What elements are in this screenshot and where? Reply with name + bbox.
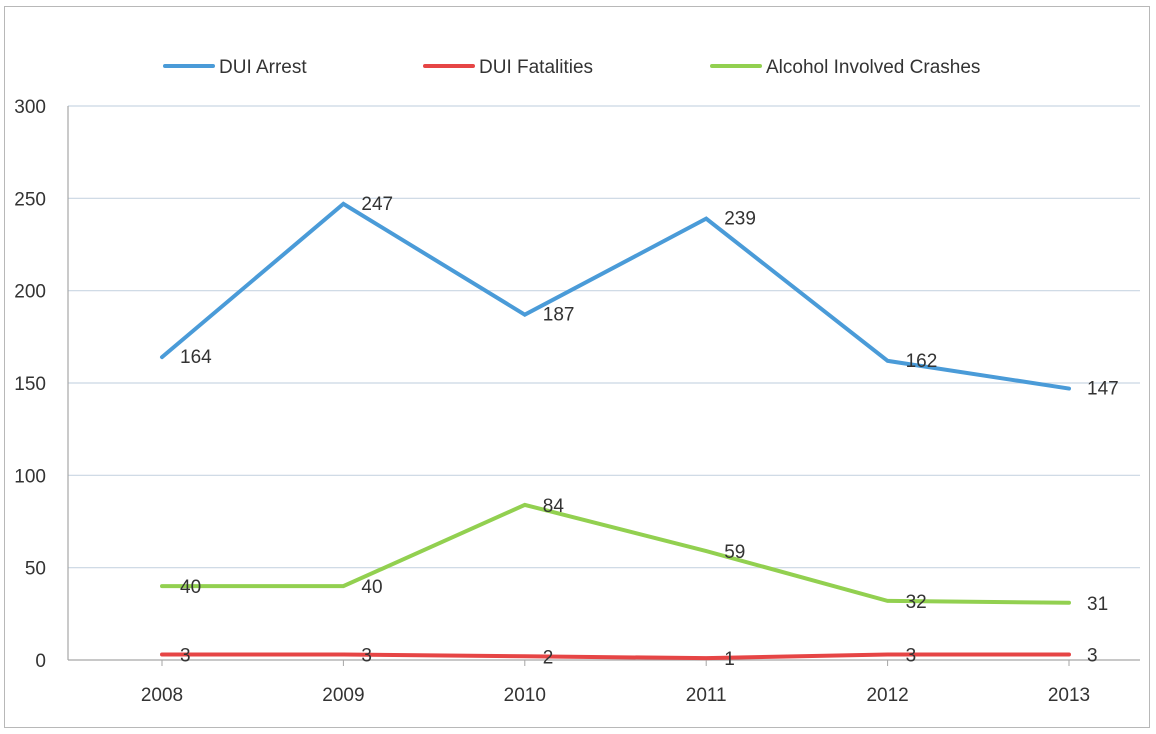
data-point	[1067, 652, 1071, 656]
data-point	[160, 652, 164, 656]
data-label: 162	[906, 351, 938, 372]
data-point	[1067, 387, 1071, 391]
data-label: 31	[1087, 594, 1108, 615]
x-tick-label: 2008	[141, 685, 183, 706]
data-label: 3	[906, 645, 917, 666]
x-tick-label: 2011	[686, 685, 727, 706]
data-point	[886, 652, 890, 656]
data-label: 2	[543, 647, 554, 668]
data-point	[523, 503, 527, 507]
series-line-alcohol-involved-crashes	[160, 502, 1071, 605]
y-tick-label: 0	[35, 651, 46, 672]
data-label: 40	[180, 577, 201, 598]
legend-label: Alcohol Involved Crashes	[766, 57, 980, 78]
data-label: 84	[543, 496, 565, 517]
data-label: 164	[180, 347, 212, 368]
data-point	[160, 355, 164, 359]
y-tick-label: 150	[14, 374, 46, 395]
data-point	[704, 656, 708, 660]
data-point	[341, 202, 345, 206]
data-point	[886, 359, 890, 363]
data-point	[886, 599, 890, 603]
legend-label: DUI Fatalities	[479, 57, 593, 78]
y-tick-label: 250	[14, 189, 46, 210]
x-tick-label: 2010	[504, 685, 546, 706]
y-tick-label: 100	[14, 466, 46, 487]
data-label: 3	[180, 645, 191, 666]
y-tick-label: 50	[25, 559, 46, 580]
data-point	[523, 313, 527, 317]
data-label: 147	[1087, 379, 1119, 400]
x-tick-label: 2012	[866, 685, 908, 706]
data-label: 239	[724, 209, 756, 230]
series-line-dui-arrest	[160, 201, 1071, 391]
legend-label: DUI Arrest	[219, 57, 307, 78]
data-point	[341, 584, 345, 588]
series-lines	[160, 201, 1071, 661]
data-point	[1067, 601, 1071, 605]
axes: 0 50 100 150 200 250 300 2008 2009 2010 2011 2012 20…	[14, 97, 1090, 706]
data-label: 59	[724, 542, 745, 563]
x-tick-label: 2013	[1048, 685, 1090, 706]
gridlines	[68, 105, 1140, 661]
data-label: 40	[361, 577, 382, 598]
data-label: 1	[724, 649, 735, 670]
data-point	[160, 584, 164, 588]
data-point	[341, 652, 345, 656]
data-point	[523, 654, 527, 658]
data-point	[704, 549, 708, 553]
data-label: 3	[361, 645, 372, 666]
y-tick-label: 200	[14, 282, 46, 303]
data-label: 247	[361, 194, 393, 215]
y-tick-label: 300	[14, 97, 46, 118]
series-line-dui-fatalities	[160, 652, 1071, 661]
data-point	[704, 217, 708, 221]
legend: DUI Arrest DUI Fatalities Alcohol Involved…	[163, 57, 980, 78]
data-label: 187	[543, 305, 575, 326]
data-label: 32	[906, 592, 927, 613]
x-tick-label: 2009	[322, 685, 364, 706]
data-label: 3	[1087, 645, 1098, 666]
chart-frame	[4, 6, 1150, 728]
